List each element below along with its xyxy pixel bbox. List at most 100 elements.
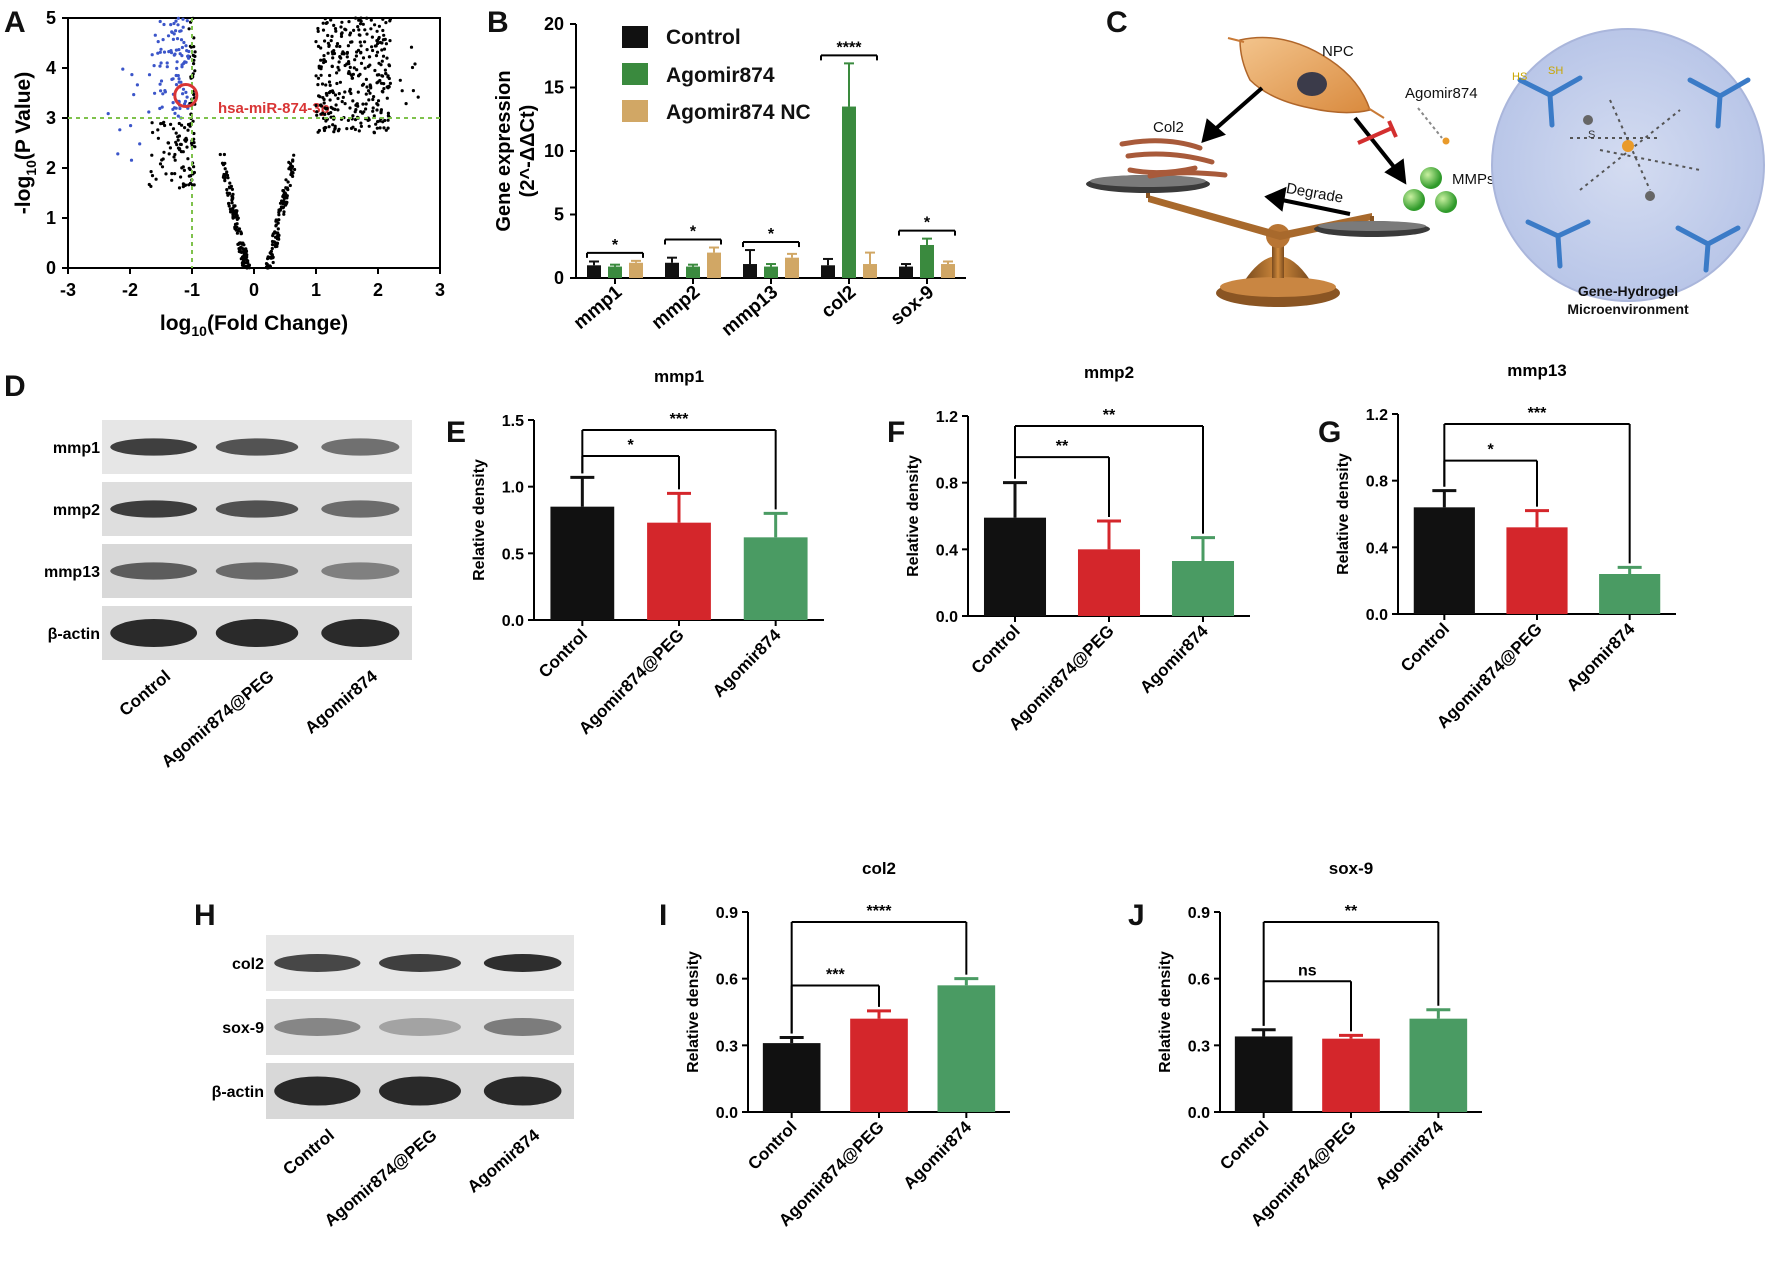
volcano-point: [352, 28, 356, 32]
y-tick-label: 1.2: [936, 409, 958, 426]
significance-label: *: [1488, 442, 1495, 459]
hs-label: HS: [1512, 71, 1527, 83]
volcano-point: [234, 228, 238, 232]
volcano-point: [350, 40, 354, 44]
blot-label: β-actin: [48, 626, 100, 643]
volcano-point: [269, 256, 273, 260]
volcano-point: [326, 41, 330, 45]
volcano-point: [243, 251, 247, 255]
blot-band: [215, 500, 299, 518]
significance-label: *: [924, 215, 931, 232]
volcano-point: [192, 170, 196, 175]
blot-band: [110, 500, 198, 518]
y-axis-title: Relative density: [1157, 951, 1174, 1073]
volcano-point: [377, 35, 381, 40]
volcano-point: [330, 34, 334, 39]
y-tick-label: 3: [46, 108, 56, 128]
volcano-point: [332, 51, 337, 56]
significance-label: **: [1056, 438, 1069, 455]
volcano-point: [152, 64, 156, 68]
significance-label: ns: [1298, 962, 1317, 979]
volcano-point: [355, 68, 359, 72]
volcano-point: [174, 29, 178, 33]
volcano-point: [189, 45, 193, 49]
volcano-point: [192, 183, 196, 187]
volcano-point: [121, 67, 125, 71]
volcano-point: [275, 244, 279, 248]
volcano-point: [179, 38, 184, 42]
volcano-point: [293, 167, 297, 172]
blot-band: [274, 954, 361, 972]
volcano-point: [345, 127, 349, 131]
lane-label: Agomir874: [301, 666, 381, 737]
volcano-point: [275, 234, 279, 239]
volcano-point: [340, 100, 344, 104]
panel-labels: A B C D E F G H I J: [4, 6, 1341, 932]
volcano-point: [382, 126, 386, 130]
volcano-point: [154, 177, 158, 181]
category-label: Agomir874: [1136, 621, 1212, 697]
volcano-point: [332, 23, 336, 27]
volcano-point: [270, 239, 275, 244]
volcano-point: [371, 109, 375, 113]
chart-title: col2: [862, 859, 896, 878]
highlight-circle: [173, 83, 199, 108]
volcano-point: [317, 66, 321, 70]
volcano-point: [176, 138, 180, 142]
volcano-point: [316, 76, 321, 80]
mmp-spheres-icon: [1403, 167, 1457, 213]
volcano-point: [129, 124, 133, 128]
volcano-point: [161, 92, 165, 96]
volcano-point: [225, 173, 230, 177]
bar: [647, 522, 711, 620]
volcano-point: [361, 102, 365, 106]
volcano-point: [182, 61, 186, 65]
volcano-point: [242, 258, 246, 262]
volcano-point: [168, 146, 172, 150]
volcano-point: [171, 107, 175, 111]
volcano-point: [228, 181, 232, 185]
bar: [629, 262, 643, 278]
y-tick-label: 4: [46, 58, 56, 78]
volcano-point: [362, 110, 366, 114]
volcano-point: [159, 79, 164, 83]
volcano-point: [275, 241, 280, 245]
significance-label: *: [768, 226, 775, 243]
volcano-point: [324, 91, 328, 96]
blot-band: [379, 954, 461, 972]
y-tick-label: 2: [46, 158, 56, 178]
volcano-point: [158, 106, 162, 111]
volcano-point: [174, 140, 178, 144]
blot-band: [321, 500, 400, 518]
y-tick-label: 0.3: [1188, 1038, 1210, 1055]
y-tick-label: 5: [554, 205, 564, 225]
y-tick-label: 20: [544, 14, 564, 34]
volcano-point: [358, 40, 362, 44]
category-label: mmp2: [648, 282, 704, 334]
chart-title: mmp13: [1507, 361, 1567, 380]
panel-label-i: I: [659, 899, 667, 932]
y-tick-label: 0.8: [936, 476, 958, 493]
volcano-point: [288, 183, 292, 188]
volcano-point: [174, 19, 178, 23]
volcano-point: [179, 175, 183, 179]
significance-label: **: [1103, 407, 1116, 424]
volcano-point: [171, 37, 175, 42]
y-axis-title-line2: (2^-ΔΔCt): [517, 105, 539, 198]
volcano-point: [315, 113, 319, 117]
volcano-point: [378, 119, 382, 123]
volcano-point: [371, 48, 375, 53]
bar: [941, 264, 955, 278]
volcano-point: [381, 17, 385, 21]
volcano-point: [413, 62, 417, 66]
volcano-point: [193, 145, 197, 149]
volcano-point: [153, 91, 157, 95]
x-tick-label: 0: [249, 280, 259, 300]
blot-band: [379, 1076, 461, 1106]
legend-swatch-agomir874: [622, 63, 648, 85]
volcano-point: [291, 159, 295, 163]
volcano-point: [370, 35, 374, 39]
category-label: Control: [1397, 619, 1453, 675]
bar: [587, 265, 601, 278]
y-tick-label: 10: [544, 141, 564, 161]
